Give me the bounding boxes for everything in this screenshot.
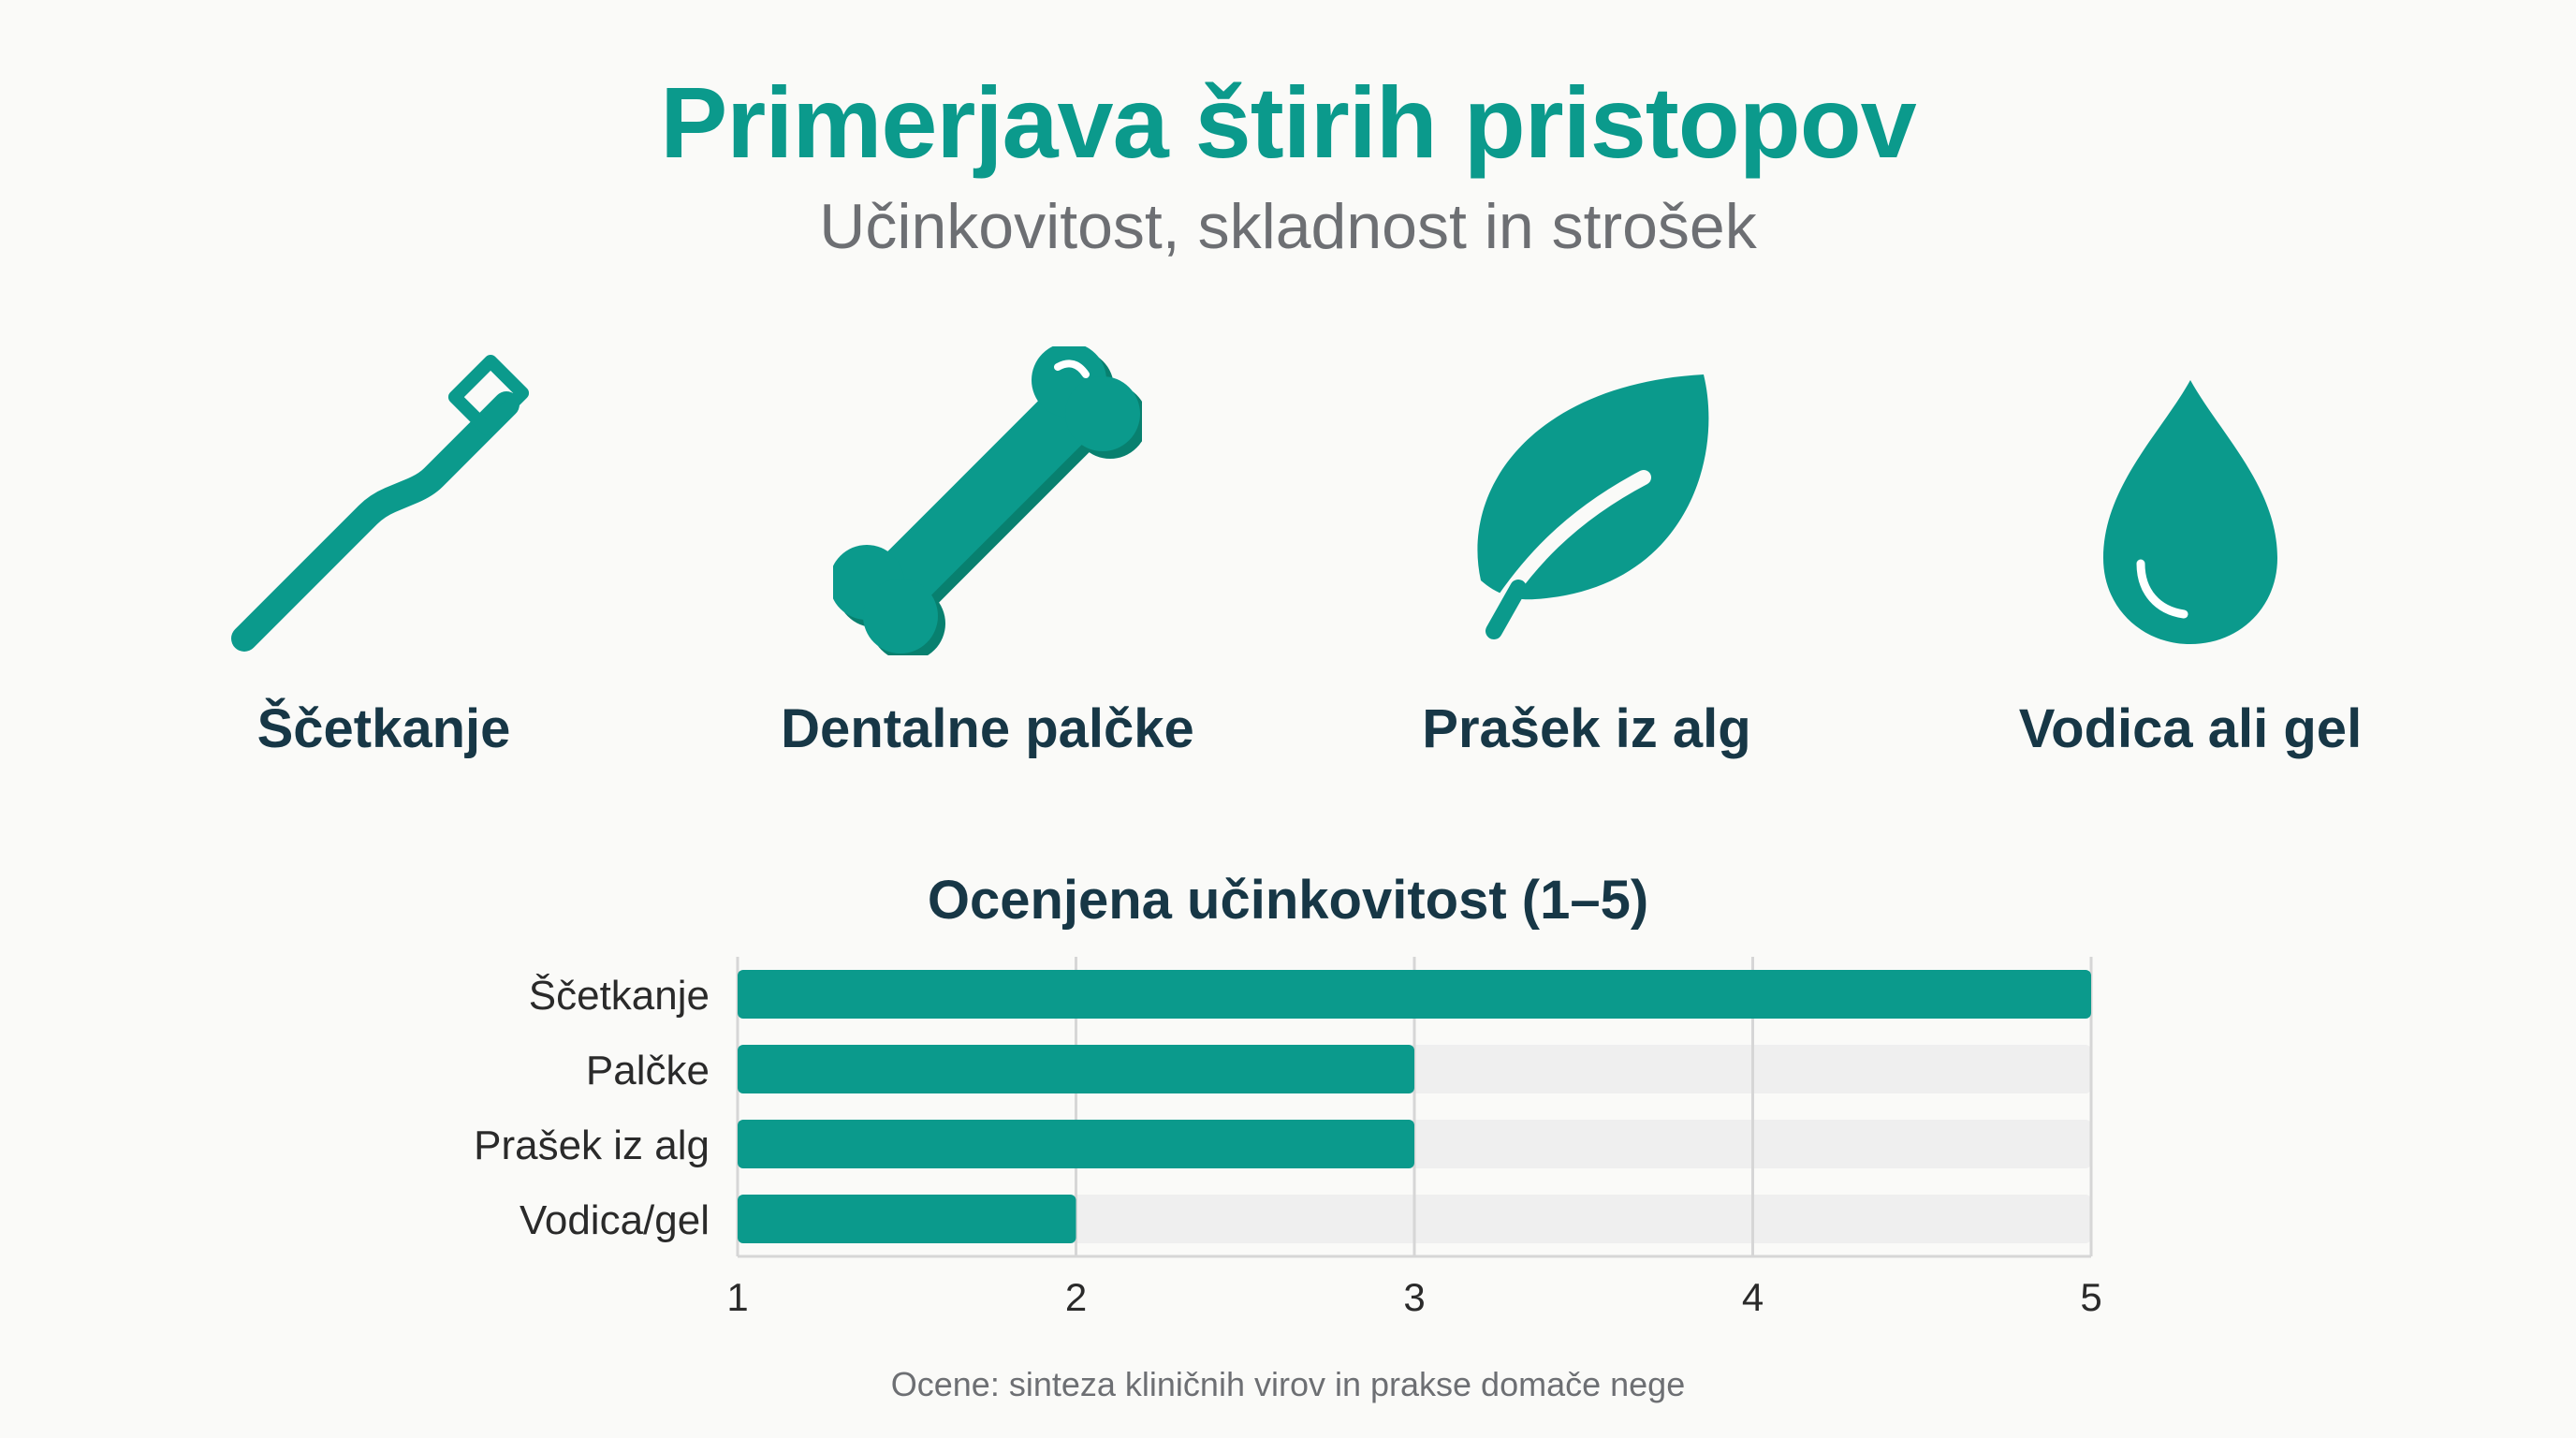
x-tick-label: 5	[2080, 1275, 2101, 1319]
x-tick-label: 3	[1403, 1275, 1425, 1319]
chart-title: Ocenjena učinkovitost (1–5)	[927, 870, 1649, 931]
page-subtitle: Učinkovitost, skladnost in strošek	[819, 191, 1757, 262]
category-label: Ščetkanje	[529, 972, 710, 1019]
category-label: Prašek iz alg	[474, 1123, 710, 1168]
page-title: Primerjava štirih pristopov	[660, 66, 1916, 179]
bar	[738, 1120, 1414, 1168]
water-drop-icon	[2103, 380, 2277, 644]
x-tick-label: 4	[1742, 1275, 1764, 1319]
x-tick-label: 1	[726, 1275, 748, 1319]
x-tick-label: 2	[1065, 1275, 1087, 1319]
approach-label: Vodica ali gel	[2018, 698, 2363, 759]
approach-dental-sticks: Dentalne palčke	[725, 346, 1250, 777]
approach-label: Ščetkanje	[256, 698, 511, 759]
approach-algae-powder: Prašek iz alg	[1325, 346, 1849, 777]
bone-icon	[833, 346, 1142, 655]
approach-label: Dentalne palčke	[781, 698, 1194, 759]
approach-brushing: Ščetkanje	[122, 346, 646, 777]
category-label: Palčke	[586, 1048, 710, 1093]
bar	[738, 970, 2091, 1019]
bar	[738, 1195, 1076, 1243]
bar	[738, 1045, 1414, 1093]
toothbrush-icon	[231, 354, 530, 652]
approach-water-gel: Vodica ali gel	[1928, 346, 2452, 777]
approach-label: Prašek iz alg	[1422, 698, 1751, 759]
source-footnote: Ocene: sinteza kliničnih virov in prakse…	[890, 1365, 1686, 1403]
category-label: Vodica/gel	[520, 1197, 710, 1243]
leaf-icon	[1477, 374, 1709, 639]
